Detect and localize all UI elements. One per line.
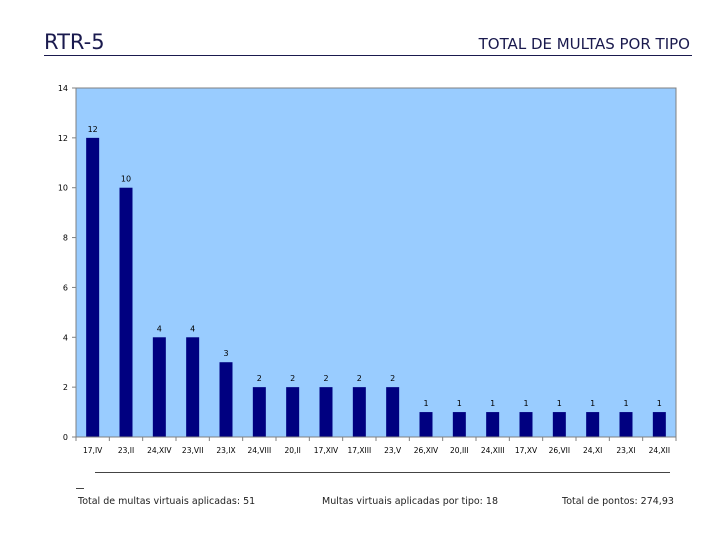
data-label: 3 (223, 349, 228, 358)
x-tick-label: 17,XIV (314, 446, 339, 455)
bar (386, 387, 400, 437)
data-label: 4 (190, 324, 195, 333)
bar (352, 387, 366, 437)
data-label: 2 (290, 374, 295, 383)
bar (552, 412, 566, 437)
data-label: 1 (523, 399, 528, 408)
bar (619, 412, 633, 437)
bar (219, 362, 233, 437)
x-tick-label: 17,XIII (347, 446, 371, 455)
footer-multas-por-tipo: Multas virtuais aplicadas por tipo: 18 (322, 496, 498, 507)
bar (652, 412, 666, 437)
data-label: 2 (357, 374, 362, 383)
slide-title: RTR-5 (44, 30, 105, 54)
bar (452, 412, 466, 437)
bar (252, 387, 266, 437)
data-label: 1 (657, 399, 662, 408)
x-tick-label: 26,XIV (414, 446, 439, 455)
y-tick-label: 4 (63, 333, 68, 342)
data-label: 1 (490, 399, 495, 408)
x-tick-label: 20,III (450, 446, 469, 455)
bar (186, 337, 200, 437)
bar (286, 387, 300, 437)
data-label: 1 (590, 399, 595, 408)
x-tick-label: 24,XIII (481, 446, 505, 455)
x-tick-label: 23,IX (216, 446, 235, 455)
bar (486, 412, 500, 437)
data-label: 1 (557, 399, 562, 408)
y-tick-label: 8 (63, 234, 68, 243)
data-label: 1 (457, 399, 462, 408)
chart-heading: TOTAL DE MULTAS POR TIPO (478, 35, 690, 53)
bar (519, 412, 533, 437)
data-label: 1 (423, 399, 428, 408)
y-tick-label: 6 (63, 283, 68, 292)
title-underline (44, 55, 692, 56)
x-tick-label: 23,XI (616, 446, 635, 455)
data-label: 12 (88, 125, 98, 134)
x-tick-label: 23,II (118, 446, 134, 455)
bar (152, 337, 166, 437)
y-tick-label: 14 (58, 84, 68, 93)
x-tick-label: 20,II (284, 446, 300, 455)
footer-total-pontos: Total de pontos: 274,93 (562, 496, 674, 507)
data-label: 2 (257, 374, 262, 383)
bar (419, 412, 433, 437)
footer-total-multas: Total de multas virtuais aplicadas: 51 (78, 496, 256, 507)
bar (586, 412, 600, 437)
x-tick-label: 23,V (384, 446, 402, 455)
data-label: 2 (390, 374, 395, 383)
plot-area (75, 87, 677, 438)
x-tick-label: 24,XIV (147, 446, 172, 455)
x-tick-label: 17,IV (83, 446, 103, 455)
bar (119, 187, 133, 437)
x-tick-label: 24,XI (583, 446, 602, 455)
x-tick-label: 24,VIII (247, 446, 271, 455)
x-tick-label: 23,VII (182, 446, 203, 455)
bar (319, 387, 333, 437)
y-tick-label: 0 (63, 433, 68, 442)
x-tick-label: 26,VII (549, 446, 570, 455)
footer-dash (76, 488, 84, 489)
data-label: 4 (157, 324, 162, 333)
footer-divider (95, 472, 670, 473)
y-tick-label: 10 (58, 184, 68, 193)
data-label: 1 (623, 399, 628, 408)
y-tick-label: 12 (58, 134, 68, 143)
bar (86, 137, 100, 437)
x-tick-label: 17,XV (515, 446, 538, 455)
data-label: 10 (121, 175, 131, 184)
x-tick-label: 24,XII (649, 446, 671, 455)
y-tick-label: 2 (63, 383, 68, 392)
data-label: 2 (323, 374, 328, 383)
